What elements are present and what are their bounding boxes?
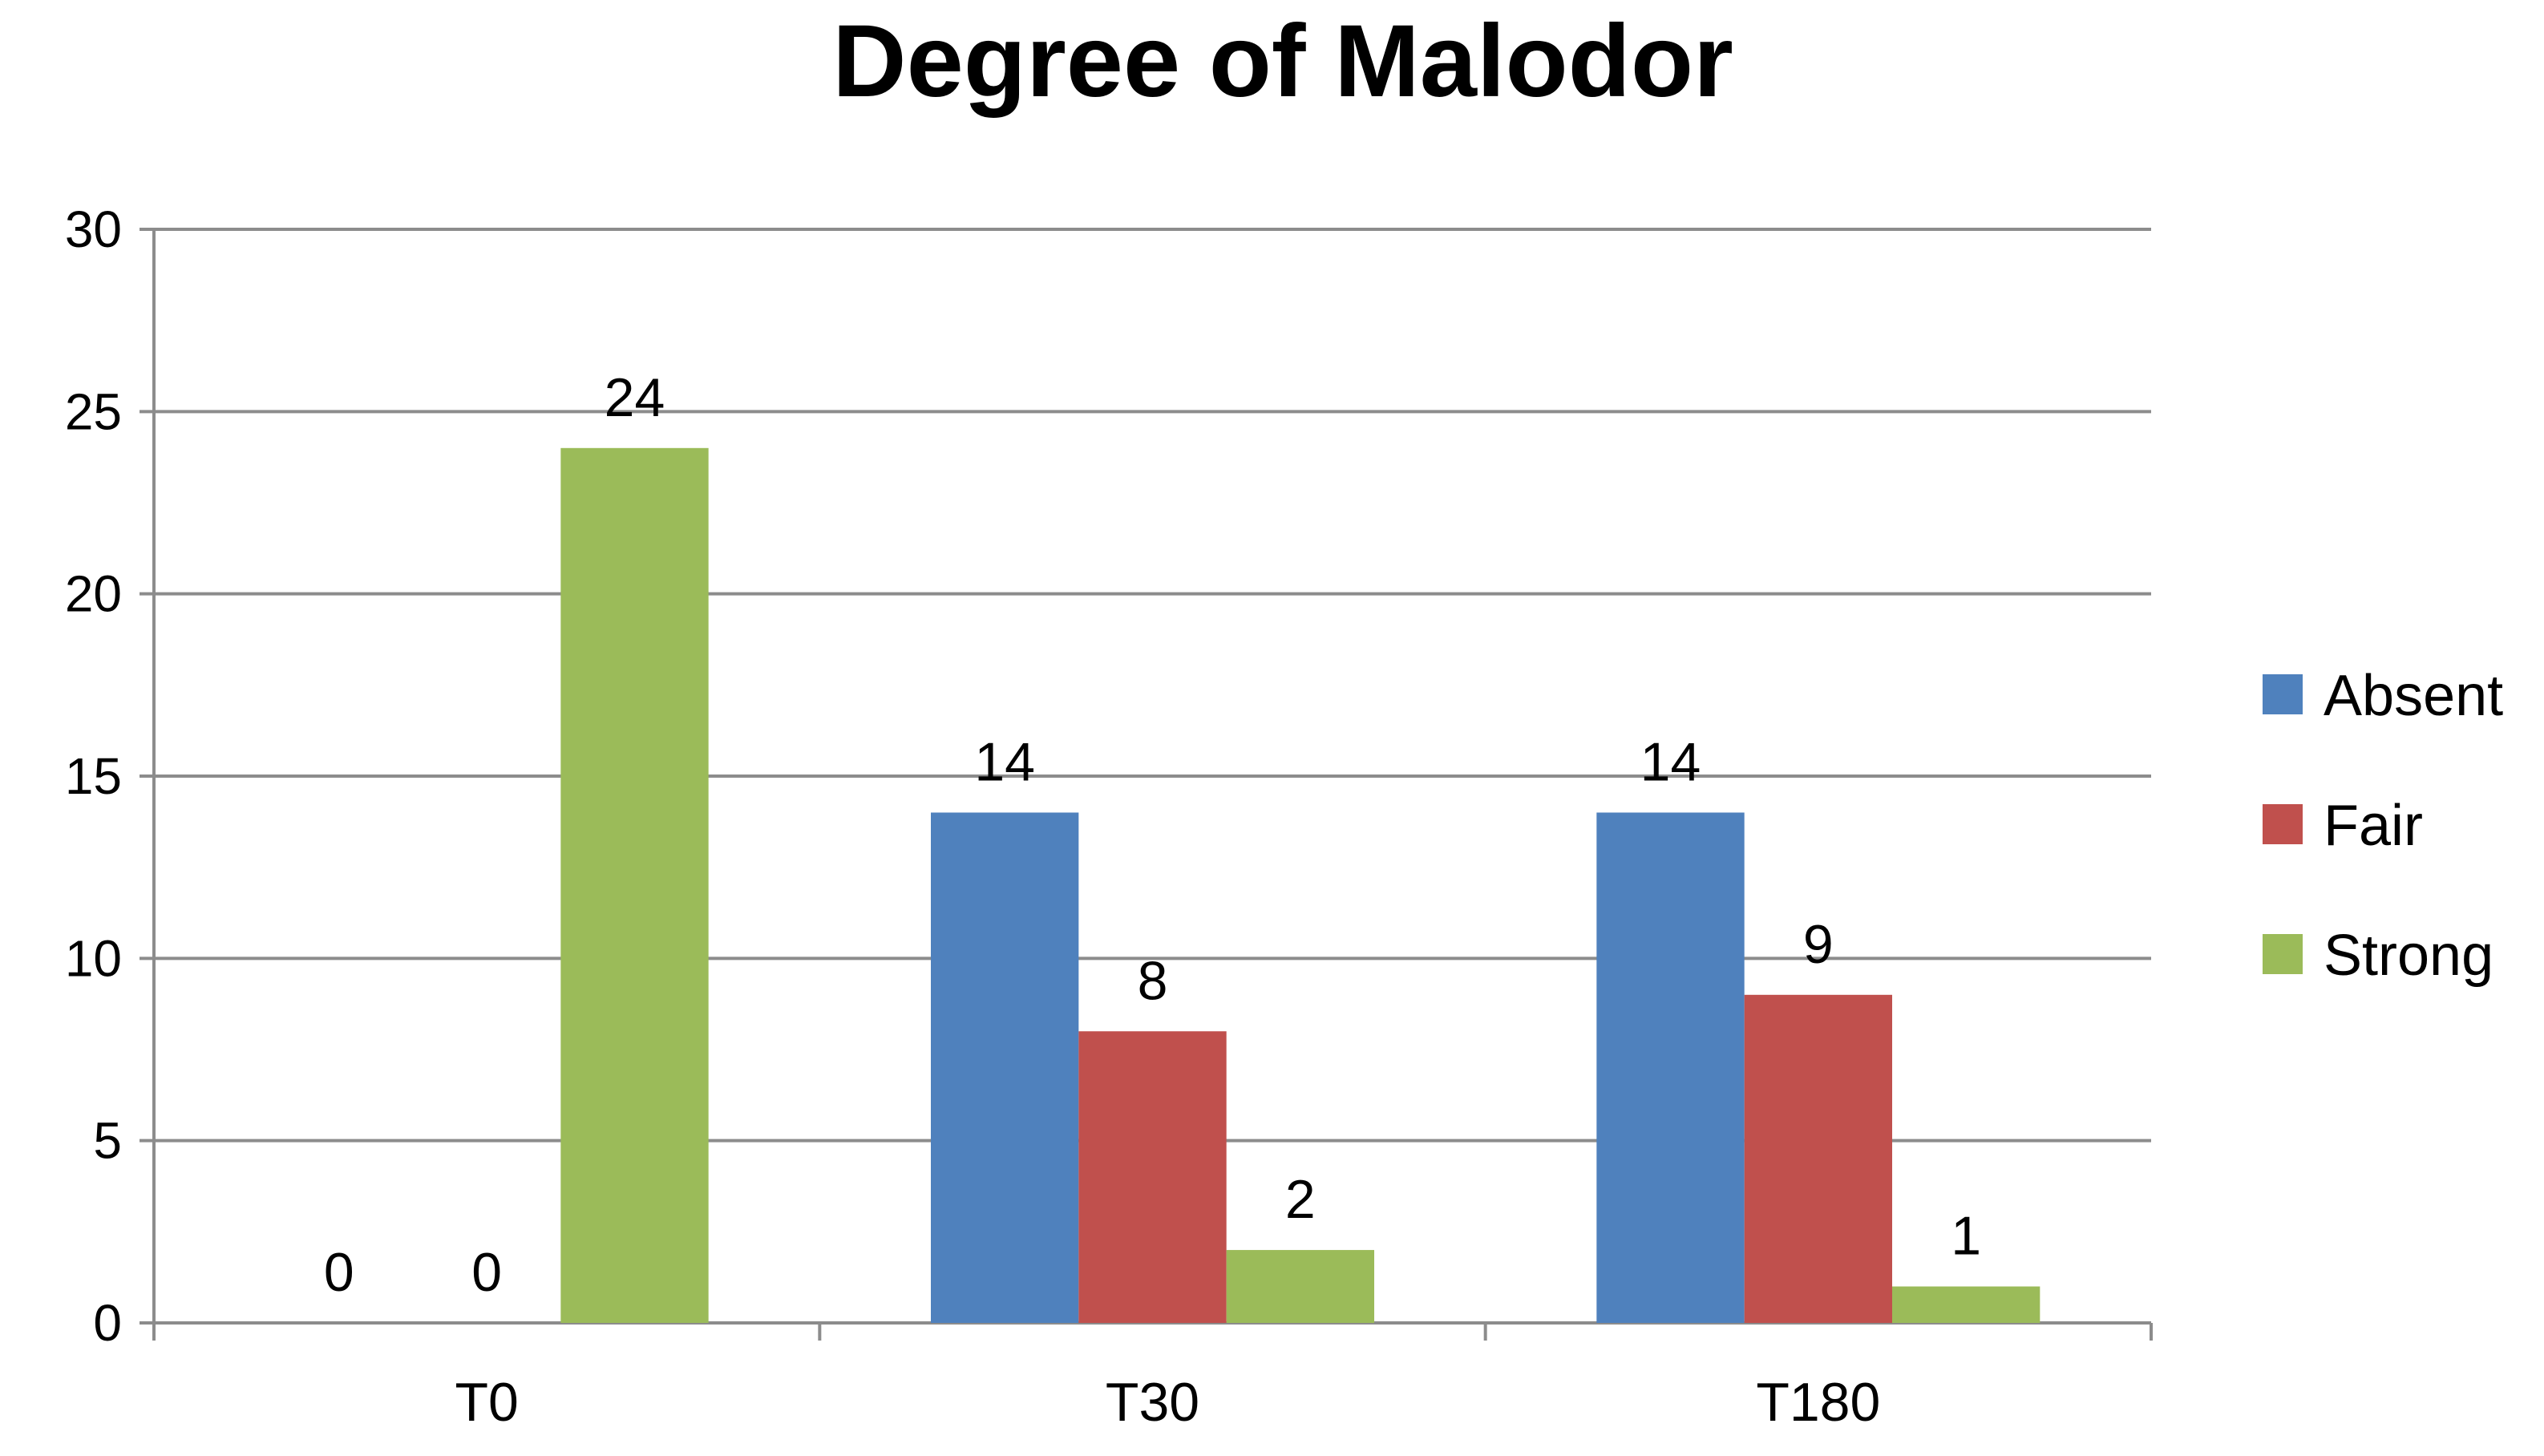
x-tick-label: T0 (455, 1372, 518, 1433)
legend-swatch-fair (2263, 804, 2303, 844)
y-tick-label: 15 (65, 747, 122, 805)
data-label: 0 (324, 1242, 354, 1303)
data-label: 14 (1640, 731, 1701, 792)
bar-fair-t180 (1744, 994, 1893, 1323)
legend-label-fair: Fair (2324, 794, 2423, 858)
legend: Absent Fair Strong (2263, 664, 2503, 988)
bar-absent-t180 (1596, 812, 1745, 1323)
legend-label-strong: Strong (2324, 924, 2493, 988)
x-tick-label: T30 (1106, 1372, 1199, 1433)
bars (560, 447, 2040, 1323)
y-tick-label: 5 (93, 1112, 122, 1170)
legend-swatch-strong (2263, 934, 2303, 974)
data-label: 8 (1138, 950, 1168, 1011)
bar-fair-t30 (1078, 1031, 1227, 1323)
chart-title: Degree of Malodor (832, 4, 1733, 119)
y-tick-label: 20 (65, 565, 122, 623)
bar-strong-t0 (560, 447, 709, 1323)
data-label: 24 (605, 367, 665, 428)
y-tick-label: 10 (65, 929, 122, 987)
data-label: 14 (974, 731, 1035, 792)
data-label: 9 (1803, 914, 1834, 975)
legend-label-absent: Absent (2324, 664, 2503, 728)
x-tick-label: T180 (1756, 1372, 1880, 1433)
data-label: 0 (471, 1242, 502, 1303)
y-tick-label: 0 (93, 1294, 122, 1352)
bar-absent-t30 (930, 812, 1079, 1323)
data-labels: 0 0 24 14 8 2 14 9 1 (324, 367, 1981, 1303)
bar-strong-t180 (1892, 1286, 2040, 1323)
legend-swatch-absent (2263, 674, 2303, 714)
data-label: 1 (1951, 1206, 1981, 1267)
y-tick-label: 30 (65, 200, 122, 258)
y-tick-label: 25 (65, 382, 122, 440)
data-label: 2 (1285, 1169, 1316, 1230)
bar-strong-t30 (1226, 1250, 1375, 1323)
